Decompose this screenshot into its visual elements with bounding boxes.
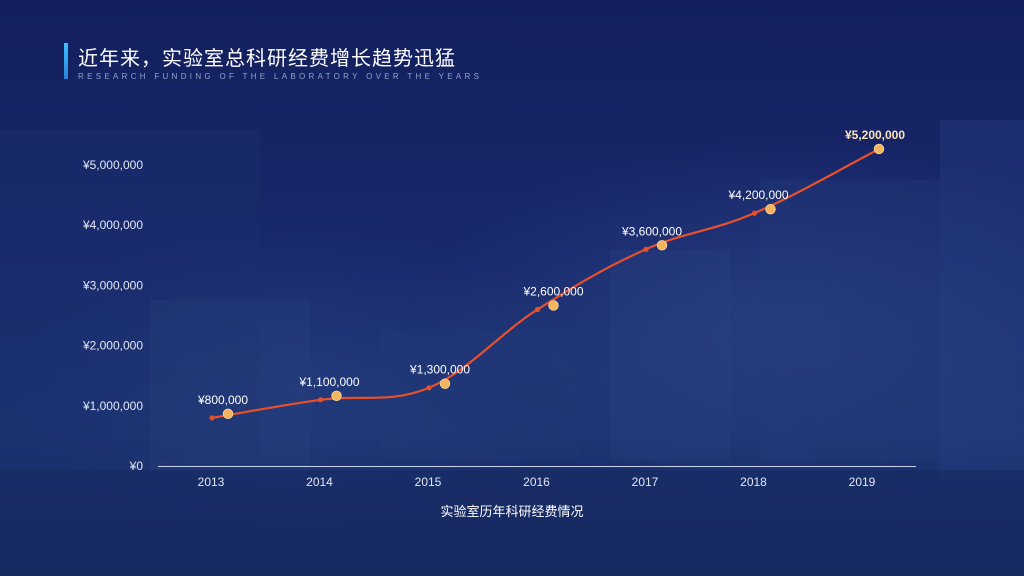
data-label: ¥5,200,000 bbox=[845, 128, 905, 142]
data-labels: ¥800,000 ¥1,100,000 ¥1,300,000 ¥2,600,000 ¥3… bbox=[197, 128, 905, 407]
line-vertex-dot bbox=[317, 397, 324, 403]
line-vertex-dot bbox=[209, 415, 215, 421]
data-point bbox=[439, 378, 451, 389]
x-tick-label: 2015 bbox=[415, 475, 442, 489]
line-vertex-dot bbox=[534, 306, 541, 313]
data-label: ¥1,100,000 bbox=[298, 375, 359, 389]
title-accent-bar bbox=[64, 43, 68, 79]
y-axis-ticks: ¥0 ¥1,000,000 ¥2,000,000 ¥3,000,000 ¥4,000,0… bbox=[82, 158, 143, 473]
data-label: ¥1,300,000 bbox=[409, 363, 470, 377]
page-subtitle: RESEARCH FUNDING OF THE LABORATORY OVER … bbox=[78, 72, 483, 81]
x-tick-label: 2016 bbox=[523, 475, 550, 489]
data-point bbox=[656, 240, 668, 251]
y-tick-label: ¥0 bbox=[129, 459, 144, 473]
data-label: ¥3,600,000 bbox=[621, 224, 682, 238]
y-tick-label: ¥3,000,000 bbox=[82, 278, 143, 292]
data-point bbox=[331, 390, 342, 401]
data-markers bbox=[209, 143, 885, 421]
data-point bbox=[873, 143, 885, 155]
x-tick-label: 2014 bbox=[306, 475, 333, 489]
data-point bbox=[765, 203, 776, 215]
y-tick-label: ¥5,000,000 bbox=[82, 158, 143, 172]
y-tick-label: ¥4,000,000 bbox=[82, 218, 143, 232]
data-label: ¥4,200,000 bbox=[727, 188, 788, 202]
x-tick-label: 2017 bbox=[632, 475, 659, 489]
x-tick-label: 2013 bbox=[198, 475, 225, 489]
x-axis-title: 实验室历年科研经费情况 bbox=[440, 504, 583, 520]
data-point bbox=[222, 408, 234, 420]
data-label: ¥2,600,000 bbox=[522, 284, 583, 298]
line-vertex-dot bbox=[643, 246, 649, 252]
data-label: ¥800,000 bbox=[197, 393, 248, 407]
x-tick-label: 2018 bbox=[740, 475, 767, 489]
line-vertex-dot bbox=[751, 210, 758, 216]
x-axis-ticks: 2013 2014 2015 2016 2017 2018 2019 bbox=[198, 475, 876, 489]
y-tick-label: ¥2,000,000 bbox=[82, 339, 143, 353]
line-vertex-dot bbox=[426, 385, 432, 391]
x-tick-label: 2019 bbox=[849, 475, 876, 489]
page-title: 近年来，实验室总科研经费增长趋势迅猛 bbox=[78, 46, 456, 70]
data-point bbox=[548, 300, 559, 311]
y-tick-label: ¥1,000,000 bbox=[82, 399, 143, 413]
